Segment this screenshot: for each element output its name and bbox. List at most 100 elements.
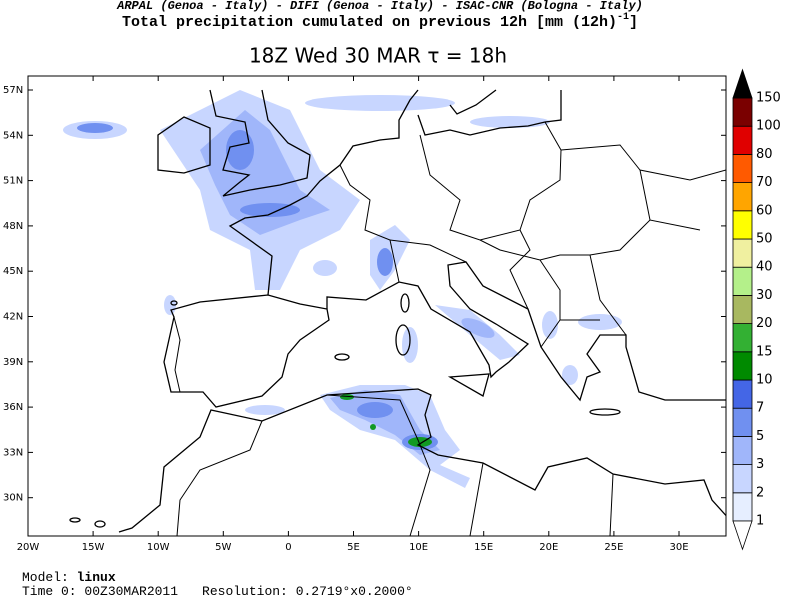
rain-area [340, 394, 354, 400]
colorbar-bin [732, 153, 753, 183]
rain-area [226, 130, 254, 170]
colorbar-label: 3 [756, 457, 764, 472]
colorbar-label: 40 [756, 260, 773, 275]
colorbar-bin [732, 97, 753, 127]
lon-label: 20W [17, 542, 40, 553]
time-label: Time 0: [22, 584, 77, 599]
lat-label: 51N [3, 176, 23, 187]
rain-area [562, 365, 578, 385]
field-exponent: -1 [617, 12, 629, 23]
rain-area [357, 402, 393, 418]
colorbar-label: 50 [756, 232, 773, 247]
lat-label: 39N [3, 357, 23, 368]
colorbar-label: 80 [756, 147, 773, 162]
map [27, 75, 727, 537]
rain-area [470, 116, 550, 128]
lon-label: 10E [409, 542, 428, 553]
coastline [449, 89, 497, 115]
colorbar-label: 100 [756, 119, 781, 134]
lat-label: 57N [3, 85, 23, 96]
border [173, 316, 181, 393]
lon-label: 5W [215, 542, 231, 553]
colorbar-label: 10 [756, 373, 773, 388]
lat-label: 48N [3, 221, 23, 232]
island [589, 408, 621, 416]
lat-label: 30N [3, 493, 23, 504]
rain-area [245, 405, 285, 415]
map-frame [27, 75, 727, 537]
coastline [228, 89, 419, 296]
lat-label: 45N [3, 266, 23, 277]
border [509, 229, 627, 348]
border [419, 121, 562, 241]
border [176, 394, 614, 536]
colorbar-bin [732, 435, 753, 465]
time-value: 00Z30MAR2011 [84, 584, 178, 599]
field-end: ] [629, 14, 638, 31]
lon-label: 0 [285, 542, 291, 553]
lon-label: 25E [604, 542, 623, 553]
colorbar-above [732, 68, 753, 99]
lon-label: 15W [82, 542, 105, 553]
island [395, 324, 411, 356]
rain-area [313, 260, 337, 276]
field-text: Total precipitation cumulated on previou… [122, 14, 617, 31]
island [447, 373, 490, 397]
borders [173, 121, 726, 536]
rain-area [77, 123, 113, 133]
coastline [326, 261, 726, 402]
coastline [118, 388, 726, 533]
island [400, 293, 410, 313]
colorbar-label: 30 [756, 288, 773, 303]
colorbar-label: 70 [756, 175, 773, 190]
island [94, 520, 106, 528]
colorbar-bin [732, 238, 753, 268]
coastline [417, 90, 562, 136]
lon-label: 10W [147, 542, 170, 553]
colorbar-label: 7 [756, 401, 764, 416]
colorbar-bin [732, 182, 753, 212]
island [170, 300, 178, 306]
colorbar-below [732, 520, 753, 551]
credits: ARPAL (Genoa - Italy) - DIFI (Genoa - It… [116, 0, 643, 13]
border [339, 164, 400, 283]
border [560, 144, 726, 221]
precipitation [63, 90, 622, 488]
colorbar-bin [732, 379, 753, 409]
map-title: 18Z Wed 30 MAR τ = 18h [249, 44, 507, 68]
model-label: Model: [22, 570, 69, 585]
rain-area [461, 318, 495, 338]
colorbar-bin [732, 492, 753, 522]
field-title: Total precipitation cumulated on previou… [122, 12, 638, 31]
border [389, 219, 701, 263]
lat-label: 42N [3, 312, 23, 323]
lat-label: 36N [3, 402, 23, 413]
resolution-label: Resolution: [202, 584, 288, 599]
lat-label: 33N [3, 447, 23, 458]
coastline [157, 116, 211, 174]
colorbar-label: 20 [756, 316, 773, 331]
colorbar-label: 15 [756, 344, 773, 359]
colorbar-bin [732, 125, 753, 155]
lon-label: 20E [539, 542, 558, 553]
colorbar-bin [732, 266, 753, 296]
model-name: linux [77, 570, 116, 585]
island [334, 353, 350, 361]
coastlines [69, 89, 726, 533]
lon-label: 30E [669, 542, 688, 553]
colorbar-bin [732, 464, 753, 494]
colorbar-bin [732, 323, 753, 353]
rain-area [240, 203, 300, 217]
rain-area [370, 424, 376, 430]
lon-label: 15E [474, 542, 493, 553]
colorbar-label: 2 [756, 485, 764, 500]
rain-area [542, 311, 558, 339]
colorbar-label: 150 [756, 91, 781, 106]
rain-area [578, 314, 622, 330]
colorbar-bin [732, 351, 753, 381]
rain-area [305, 95, 455, 111]
colorbar-bin [732, 210, 753, 240]
lat-label: 54N [3, 130, 23, 141]
colorbar-bin [732, 294, 753, 324]
